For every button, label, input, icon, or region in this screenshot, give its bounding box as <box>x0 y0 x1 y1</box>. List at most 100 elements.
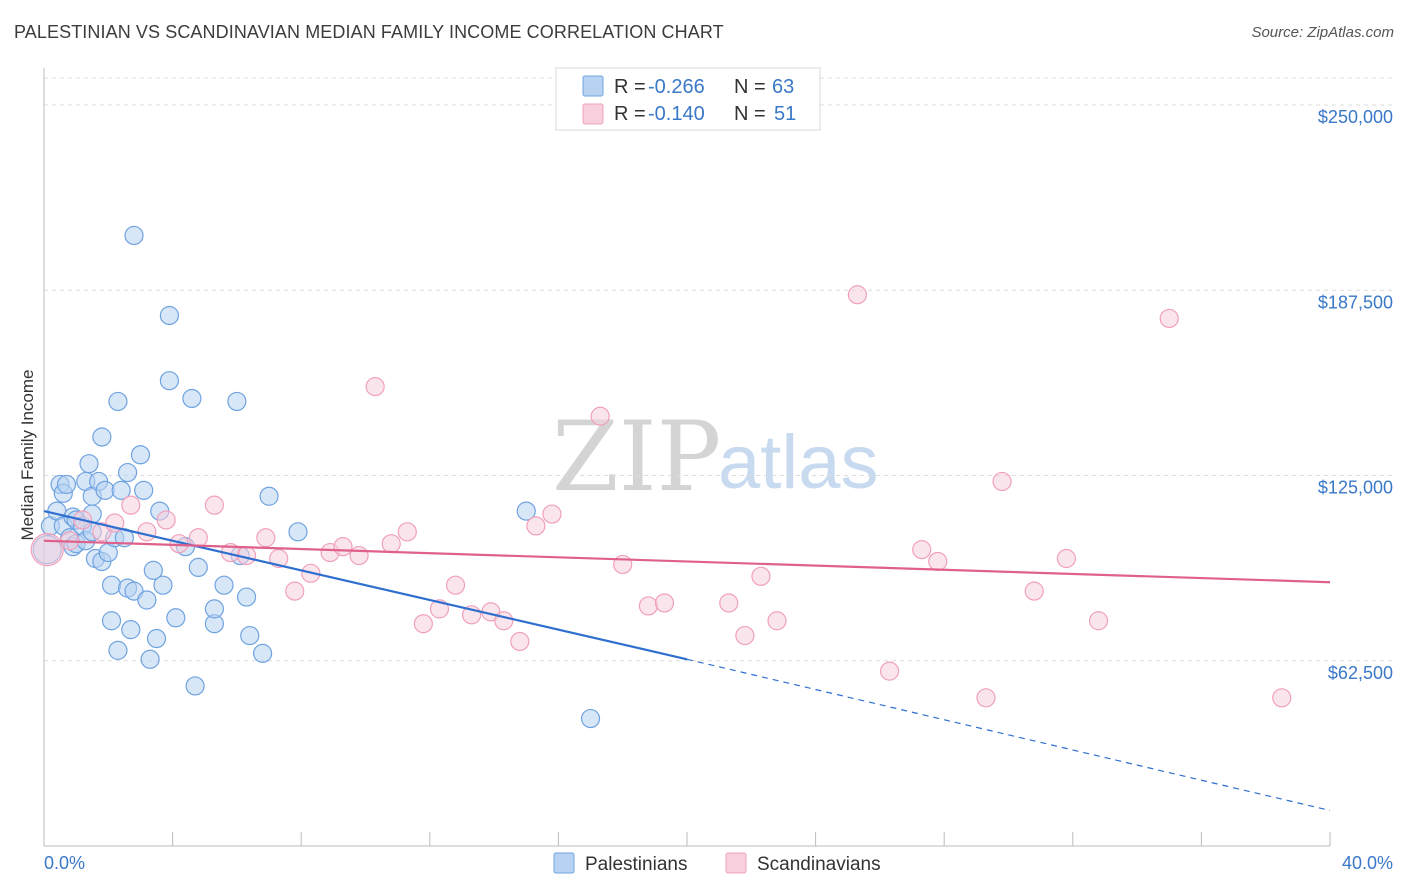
point-scandinavians-7 <box>156 510 176 530</box>
point-palestinians-28 <box>108 640 128 660</box>
point-scandinavians-43 <box>928 551 948 572</box>
x-tick-label-min: 0.0% <box>44 853 85 873</box>
point-scandinavians-37 <box>735 625 755 646</box>
point-palestinians-55 <box>227 391 247 412</box>
point-palestinians-41 <box>143 560 163 580</box>
point-palestinians-50 <box>185 676 205 696</box>
x-ticks <box>43 832 1331 846</box>
trend-line-scandinavians <box>43 539 1331 584</box>
point-palestinians-46 <box>159 371 179 391</box>
point-scandinavians-35 <box>654 593 675 613</box>
point-scandinavians-19 <box>349 545 369 566</box>
point-scandinavians-14 <box>269 548 289 569</box>
y-tick-label-0: $62,500 <box>1328 663 1393 683</box>
point-palestinians-23 <box>95 480 115 500</box>
point-scandinavians-25 <box>445 575 466 595</box>
point-palestinians-45 <box>159 305 179 326</box>
point-scandinavians-39 <box>767 611 787 631</box>
watermark-atlas: atlas <box>718 420 879 505</box>
point-scandinavians-34 <box>638 596 659 616</box>
point-scandinavians-28 <box>494 611 514 631</box>
y-tick-labels: $62,500 $125,000 $187,500 $250,000 <box>1318 107 1393 683</box>
point-palestinians-39 <box>137 590 157 610</box>
point-scandinavians-9 <box>188 528 208 548</box>
y-tick-label-1: $125,000 <box>1318 478 1393 498</box>
point-palestinians-26 <box>101 575 122 595</box>
point-palestinians-58 <box>240 625 260 646</box>
point-scandinavians-21 <box>381 534 401 554</box>
point-scandinavians-15 <box>285 581 305 601</box>
chart-title: PALESTINIAN VS SCANDINAVIAN MEDIAN FAMIL… <box>14 22 724 42</box>
point-scandinavians-18 <box>333 537 353 557</box>
point-palestinians-44 <box>153 575 173 595</box>
source-credit: Source: ZipAtlas.com <box>1251 24 1394 41</box>
point-palestinians-49 <box>182 388 202 409</box>
point-scandinavians-44 <box>976 688 996 708</box>
legend-r-value-palestinians: -0.266 <box>648 76 705 98</box>
point-scandinavians-29 <box>510 631 530 652</box>
point-scandinavians-32 <box>590 406 610 426</box>
point-scandinavians-23 <box>413 614 433 634</box>
point-scandinavians-46 <box>1024 581 1044 601</box>
bottom-legend: Palestinians Scandinavians <box>553 852 881 875</box>
point-palestinians-63 <box>580 708 601 729</box>
point-scandinavians-36 <box>719 593 739 613</box>
legend-swatch-palestinians <box>582 75 604 97</box>
point-scandinavians-41 <box>879 661 900 681</box>
point-scandinavians-5 <box>121 495 141 515</box>
point-palestinians-62 <box>516 501 536 521</box>
data-points <box>30 225 1292 729</box>
legend-n-value-scandinavians: 51 <box>774 103 796 125</box>
point-scandinavians-50 <box>1272 688 1292 708</box>
legend: R = -0.266 N = 63 R = -0.140 N = 51 <box>555 67 821 131</box>
legend-n-value-palestinians: 63 <box>772 76 794 98</box>
point-palestinians-34 <box>121 620 141 640</box>
point-scandinavians-0 <box>30 533 64 567</box>
point-scandinavians-38 <box>751 566 771 586</box>
point-palestinians-42 <box>146 628 167 649</box>
point-scandinavians-48 <box>1088 611 1109 631</box>
watermark: ZIP atlas <box>552 401 879 513</box>
point-palestinians-36 <box>124 225 144 246</box>
point-palestinians-47 <box>166 608 186 628</box>
point-scandinavians-13 <box>256 528 276 548</box>
x-tick-label-max: 40.0% <box>1342 853 1393 873</box>
legend-r-label-palestinians: R = <box>614 76 646 98</box>
watermark-zip: ZIP <box>552 401 721 513</box>
point-scandinavians-31 <box>542 504 562 524</box>
point-palestinians-37 <box>130 445 151 465</box>
bottom-legend-label-scandinavians: Scandinavians <box>757 854 881 875</box>
point-scandinavians-6 <box>137 522 157 542</box>
point-palestinians-51 <box>188 557 208 578</box>
legend-swatch-scandinavians <box>582 103 604 125</box>
point-palestinians-25 <box>101 611 122 631</box>
point-palestinians-30 <box>111 480 131 500</box>
point-palestinians-54 <box>214 575 234 595</box>
point-palestinians-29 <box>108 391 128 412</box>
point-scandinavians-22 <box>397 522 417 542</box>
point-palestinians-40 <box>140 649 160 669</box>
point-palestinians-53 <box>204 599 224 619</box>
point-palestinians-6 <box>56 474 77 495</box>
legend-r-value-scandinavians: -0.140 <box>648 103 705 125</box>
bottom-legend-swatch-palestinians <box>553 852 575 874</box>
gridlines <box>44 77 1393 662</box>
trend-line-palestinians-extrapolated <box>686 658 1331 812</box>
point-scandinavians-47 <box>1056 548 1076 569</box>
y-axis-label: Median Family Income <box>18 369 37 540</box>
point-palestinians-32 <box>117 462 138 483</box>
point-palestinians-60 <box>259 486 279 506</box>
trend-line-palestinians <box>43 510 688 661</box>
trend-lines <box>43 510 1331 812</box>
point-scandinavians-49 <box>1159 308 1179 329</box>
y-tick-label-2: $187,500 <box>1318 292 1393 312</box>
point-scandinavians-42 <box>912 540 932 560</box>
point-scandinavians-20 <box>365 377 385 397</box>
bottom-legend-label-palestinians: Palestinians <box>585 854 687 875</box>
point-palestinians-15 <box>79 454 99 474</box>
legend-n-label-palestinians: N = <box>734 76 766 98</box>
point-palestinians-21 <box>92 427 112 447</box>
point-palestinians-61 <box>288 522 308 542</box>
point-palestinians-59 <box>253 643 273 663</box>
